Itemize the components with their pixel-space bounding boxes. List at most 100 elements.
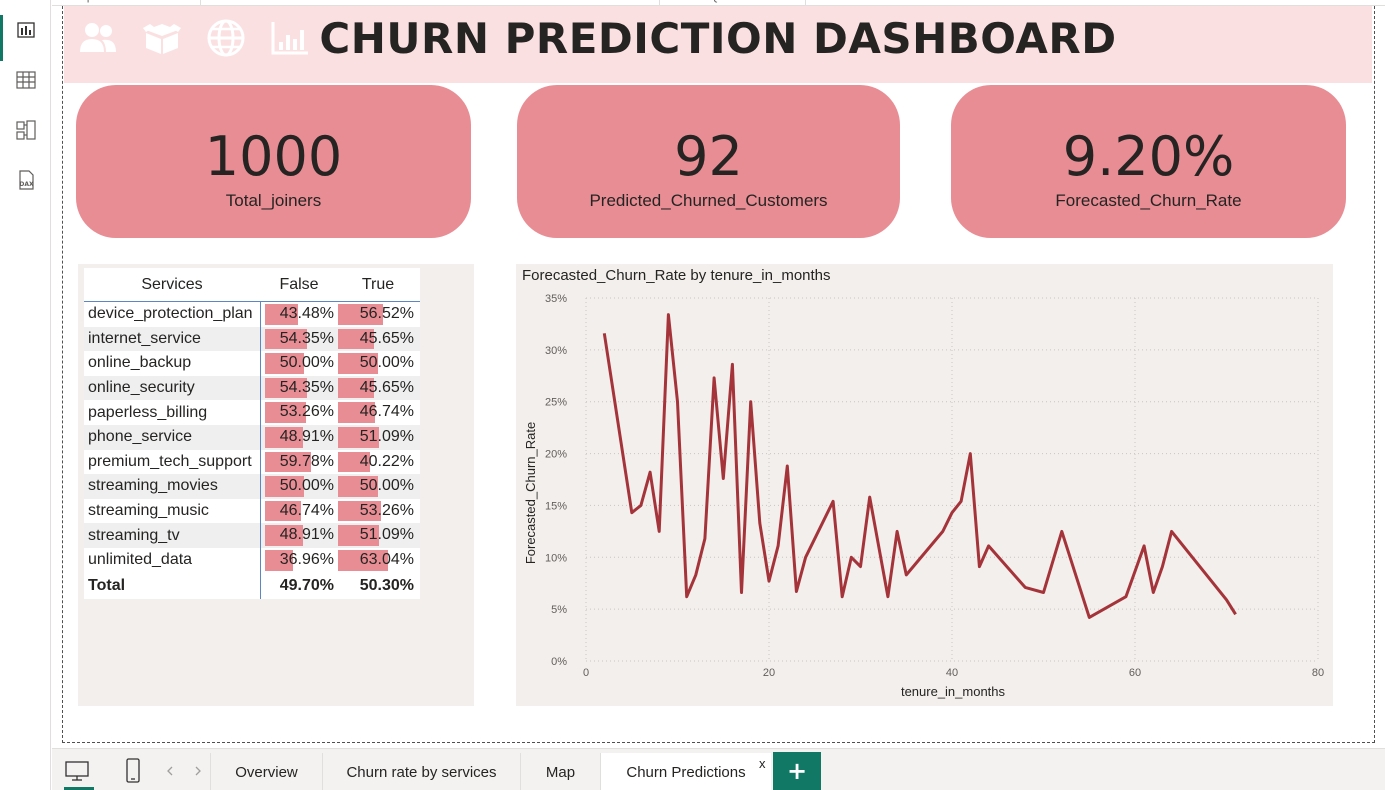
matrix-row[interactable]: online_security 54.35% 45.65% xyxy=(84,375,420,401)
matrix-row[interactable]: premium_tech_support 59.78% 40.22% xyxy=(84,449,420,475)
y-tick-label: 10% xyxy=(545,552,567,564)
series-line-0[interactable] xyxy=(602,313,1237,619)
data-point[interactable] xyxy=(703,537,707,541)
services-matrix[interactable]: Services False True device_protection_pl… xyxy=(84,268,420,599)
data-point[interactable] xyxy=(602,331,606,335)
x-tick-label: 40 xyxy=(946,667,958,679)
matrix-row[interactable]: streaming_music 46.74% 53.26% xyxy=(84,498,420,524)
matrix-row[interactable]: device_protection_plan 43.48% 56.52% xyxy=(84,302,420,327)
data-point[interactable] xyxy=(749,400,753,404)
column-header-true[interactable]: True xyxy=(361,276,395,293)
chevron-left-icon xyxy=(167,766,173,776)
add-page-button[interactable]: + xyxy=(773,752,821,790)
matrix-row[interactable]: phone_service 48.91% 51.09% xyxy=(84,424,420,450)
data-point[interactable] xyxy=(1234,612,1238,616)
data-point[interactable] xyxy=(794,590,798,594)
box-icon[interactable] xyxy=(142,18,182,58)
scroll-left-button[interactable] xyxy=(160,757,180,785)
data-point[interactable] xyxy=(630,511,634,515)
true-data-bar xyxy=(338,402,376,423)
data-point[interactable] xyxy=(804,555,808,559)
data-point[interactable] xyxy=(694,573,698,577)
column-header-services[interactable]: Services xyxy=(141,275,203,293)
kpi-card-total-joiners[interactable]: 1000 Total_joiners xyxy=(76,85,471,238)
data-point[interactable] xyxy=(1087,615,1091,619)
data-point[interactable] xyxy=(941,529,945,533)
data-point[interactable] xyxy=(868,495,872,499)
false-value: 53.26% xyxy=(279,403,334,421)
data-point[interactable] xyxy=(712,376,716,380)
data-point[interactable] xyxy=(977,565,981,569)
dax-query-view-button[interactable]: DAX xyxy=(0,159,51,201)
data-point[interactable] xyxy=(840,595,844,599)
false-cell: 46.74% xyxy=(260,498,338,524)
data-point[interactable] xyxy=(859,565,863,569)
data-point[interactable] xyxy=(730,362,734,366)
service-name: phone_service xyxy=(88,428,193,446)
data-point[interactable] xyxy=(1151,591,1155,595)
data-point[interactable] xyxy=(1023,585,1027,589)
column-header-false[interactable]: False xyxy=(279,276,319,293)
y-tick-label: 20% xyxy=(545,449,567,461)
data-point[interactable] xyxy=(1160,565,1164,569)
data-point[interactable] xyxy=(676,400,680,404)
data-point[interactable] xyxy=(1225,598,1229,602)
true-data-bar xyxy=(338,426,379,448)
data-point[interactable] xyxy=(959,499,963,503)
data-point[interactable] xyxy=(886,595,890,599)
data-point[interactable] xyxy=(639,503,643,507)
tab-overview[interactable]: Overview xyxy=(211,753,323,790)
desktop-layout-button[interactable] xyxy=(62,757,92,785)
close-tab-button[interactable]: x xyxy=(759,756,766,771)
data-point[interactable] xyxy=(1170,529,1174,533)
data-point[interactable] xyxy=(721,477,725,481)
false-value: 43.48% xyxy=(279,305,334,322)
tab-churn-rate-by-services[interactable]: Churn rate by services xyxy=(323,753,521,790)
data-point[interactable] xyxy=(904,573,908,577)
data-point[interactable] xyxy=(1042,591,1046,595)
data-point[interactable] xyxy=(950,511,954,515)
data-point[interactable] xyxy=(740,591,744,595)
scroll-right-button[interactable] xyxy=(188,757,208,785)
data-point[interactable] xyxy=(987,544,991,548)
report-view-button[interactable] xyxy=(0,9,51,61)
bar-chart-icon[interactable] xyxy=(270,18,310,58)
matrix-row[interactable]: internet_service 54.35% 45.65% xyxy=(84,326,420,352)
data-point[interactable] xyxy=(685,595,689,599)
data-point[interactable] xyxy=(758,521,762,525)
kpi-card-predicted-churned[interactable]: 92 Predicted_Churned_Customers xyxy=(517,85,900,238)
data-point[interactable] xyxy=(1060,529,1064,533)
data-point[interactable] xyxy=(968,452,972,456)
data-point[interactable] xyxy=(657,529,661,533)
matrix-row[interactable]: streaming_movies 50.00% 50.00% xyxy=(84,474,420,499)
data-point[interactable] xyxy=(776,544,780,548)
matrix-row[interactable]: unlimited_data 36.96% 63.04% xyxy=(84,547,420,573)
false-value: 48.91% xyxy=(279,526,334,544)
data-point[interactable] xyxy=(895,529,899,533)
data-point[interactable] xyxy=(666,313,670,317)
y-tick-label: 15% xyxy=(545,500,567,512)
table-view-button[interactable] xyxy=(0,59,51,101)
data-point[interactable] xyxy=(785,464,789,468)
matrix-row[interactable]: streaming_tv 48.91% 51.09% xyxy=(84,523,420,548)
model-view-button[interactable] xyxy=(0,109,51,151)
churn-rate-line-chart[interactable]: Forecasted_Churn_Rate by tenure_in_month… xyxy=(516,264,1333,706)
mobile-layout-button[interactable] xyxy=(118,757,148,785)
true-cell: 40.22% xyxy=(338,450,418,475)
data-point[interactable] xyxy=(648,470,652,474)
data-point[interactable] xyxy=(1124,595,1128,599)
tab-map[interactable]: Map xyxy=(521,753,601,790)
data-point[interactable] xyxy=(767,579,771,583)
data-point[interactable] xyxy=(849,555,853,559)
data-point[interactable] xyxy=(1142,544,1146,548)
tab-churn-predictions[interactable]: Churn Predictions xyxy=(601,753,771,790)
kpi-label: Predicted_Churned_Customers xyxy=(589,191,828,210)
kpi-card-forecasted-churn-rate[interactable]: 9.20% Forecasted_Churn_Rate xyxy=(951,85,1346,238)
view-rail: DAX xyxy=(0,0,51,790)
users-icon[interactable] xyxy=(78,18,118,58)
ribbon-group-data: Data xyxy=(415,0,438,3)
matrix-row[interactable]: online_backup 50.00% 50.00% xyxy=(84,351,420,376)
data-point[interactable] xyxy=(831,499,835,503)
globe-icon[interactable] xyxy=(206,18,246,58)
matrix-row[interactable]: paperless_billing 53.26% 46.74% xyxy=(84,400,420,425)
